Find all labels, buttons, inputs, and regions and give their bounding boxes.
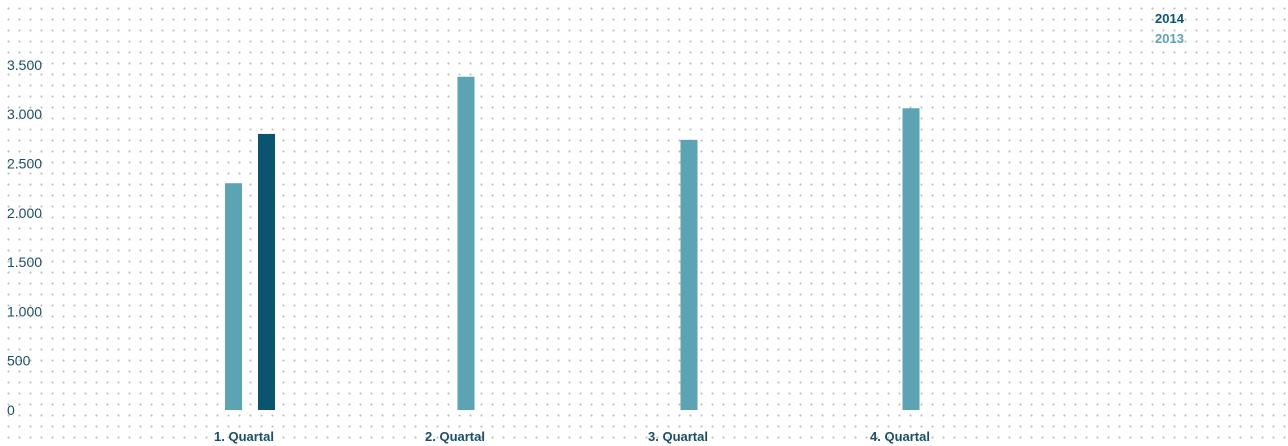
y-tick-label: 2.000: [7, 205, 42, 221]
x-tick-label: 3. Quartal: [648, 429, 708, 444]
legend-item-2014: 2014: [1155, 11, 1184, 26]
y-tick-label: 1.500: [7, 254, 42, 270]
bar-2013: [902, 108, 920, 410]
x-tick-label: 4. Quartal: [870, 429, 930, 444]
bar-2014: [258, 133, 275, 411]
legend: 2014 2013: [1155, 9, 1184, 49]
bar-2013: [457, 76, 475, 411]
y-tick-label: 3.000: [7, 106, 42, 122]
x-tick-label: 1. Quartal: [214, 429, 274, 444]
bar-2013: [680, 139, 698, 410]
bar-2013: [225, 183, 242, 410]
legend-item-2013: 2013: [1155, 31, 1184, 46]
y-tick-label: 0: [7, 402, 15, 418]
y-tick-label: 1.000: [7, 303, 42, 319]
y-tick-label: 3.500: [7, 57, 42, 73]
x-tick-label: 2. Quartal: [425, 429, 485, 444]
y-tick-label: 500: [7, 353, 31, 369]
y-tick-label: 2.500: [7, 156, 42, 172]
